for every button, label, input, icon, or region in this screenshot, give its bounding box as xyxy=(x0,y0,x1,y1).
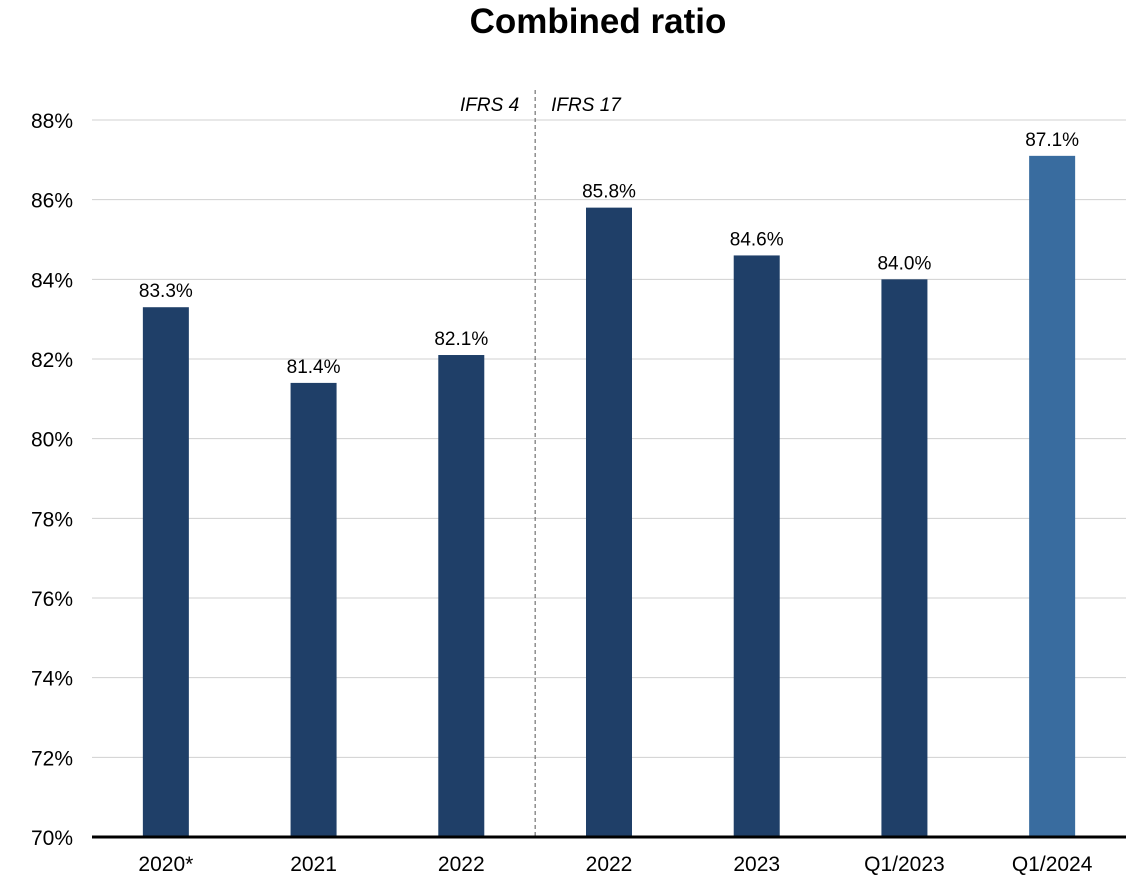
bar xyxy=(586,207,632,838)
y-tick-label: 86% xyxy=(31,190,73,213)
bar xyxy=(290,382,337,837)
bar-value-label: 84.0% xyxy=(877,253,931,274)
y-tick-label: 88% xyxy=(31,110,73,133)
y-tick-label: 80% xyxy=(31,429,73,452)
bar-value-label: 87.1% xyxy=(1025,130,1079,151)
x-tick-label: Q1/2024 xyxy=(1012,853,1093,876)
bar xyxy=(881,279,928,837)
ifrs4-label: IFRS 4 xyxy=(460,95,519,116)
bar xyxy=(1029,155,1076,838)
y-tick-label: 70% xyxy=(31,827,73,850)
bar-value-label: 85.8% xyxy=(582,182,636,203)
bar xyxy=(142,307,189,837)
x-tick-label: 2022 xyxy=(586,853,633,876)
y-tick-label: 82% xyxy=(31,349,73,372)
x-axis-ticks: 2020* 2021 2022 2022 2023 Q1/2023 Q1/2024 xyxy=(138,853,1092,876)
bar-value-label: 83.3% xyxy=(139,281,193,302)
y-axis-ticks: 70% 72% 74% 76% 78% 80% 82% 84% 86% 88% xyxy=(31,110,73,850)
bar-value-label: 81.4% xyxy=(287,357,341,378)
x-tick-label: 2021 xyxy=(290,853,337,876)
chart-title: Combined ratio xyxy=(469,2,727,41)
bar xyxy=(438,355,485,837)
x-tick-label: 2023 xyxy=(733,853,780,876)
y-tick-label: 78% xyxy=(31,508,73,531)
ifrs17-label: IFRS 17 xyxy=(551,95,622,116)
bar-value-label: 84.6% xyxy=(730,229,784,250)
y-tick-label: 76% xyxy=(31,588,73,611)
y-tick-label: 72% xyxy=(31,747,73,770)
x-tick-label: Q1/2023 xyxy=(864,853,945,876)
x-tick-label: 2020* xyxy=(138,853,193,876)
y-tick-label: 84% xyxy=(31,269,73,292)
y-tick-label: 74% xyxy=(31,668,73,691)
bars xyxy=(142,155,1076,838)
x-tick-label: 2022 xyxy=(438,853,485,876)
value-labels: 83.3% 81.4% 82.1% 85.8% 84.6% 84.0% 87.1% xyxy=(139,130,1079,378)
bar xyxy=(733,255,780,837)
bar-value-label: 82.1% xyxy=(434,329,488,350)
